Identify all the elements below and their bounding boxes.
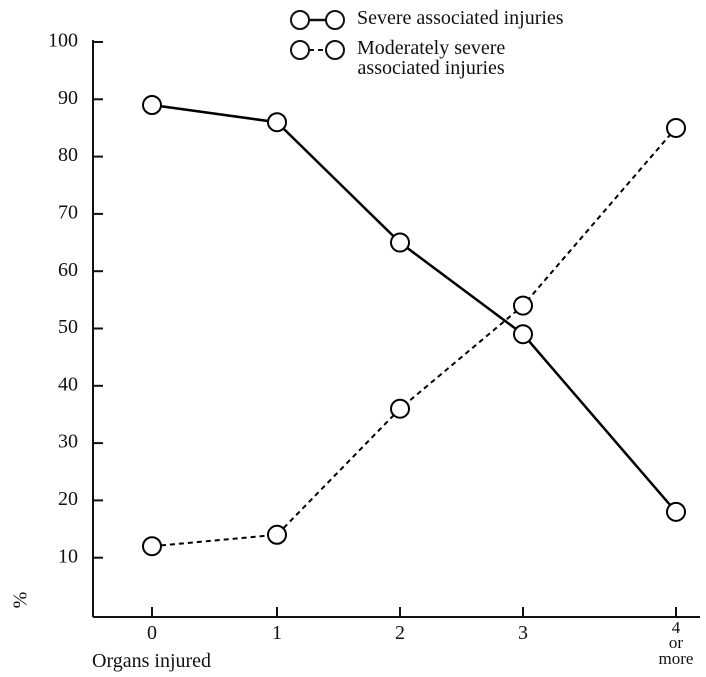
x-tick-label: 1 [272,622,282,644]
series-line [151,103,677,513]
legend-entry: Severe associated injuries [357,7,564,29]
data-point [142,95,162,116]
x-axis-label: Organs injured [92,650,212,672]
y-tick-label: 10 [58,545,78,567]
legend-marker [290,40,310,60]
y-tick-label: 20 [58,488,78,510]
legend-marker [325,40,345,60]
y-tick-label: 70 [58,201,78,223]
data-point [666,501,686,522]
data-point [267,112,287,133]
y-tick-label: 60 [58,259,78,281]
y-tick-label: 90 [58,87,78,109]
data-point [666,117,686,138]
legend-marker [325,10,345,30]
y-tick-label: 100 [48,30,78,52]
y-tick-label: 30 [58,431,78,453]
x-tick-label: 4 or more [658,618,694,668]
y-axis-label: % [10,592,32,609]
y-tick-label: 50 [58,316,78,338]
series-line [151,127,677,548]
legend-marker [290,10,310,30]
data-point [267,524,287,545]
y-tick-label: 40 [58,373,78,395]
data-point [390,398,410,419]
data-point [142,536,162,557]
data-point [390,232,410,253]
legend-entry: Moderately severe associated injuries [357,37,506,79]
x-tick-label: 2 [395,622,405,644]
data-point [513,295,533,316]
x-tick-label: 0 [147,622,157,644]
y-tick-label: 80 [58,144,78,166]
x-tick-label: 3 [518,622,528,644]
data-point [513,324,533,345]
